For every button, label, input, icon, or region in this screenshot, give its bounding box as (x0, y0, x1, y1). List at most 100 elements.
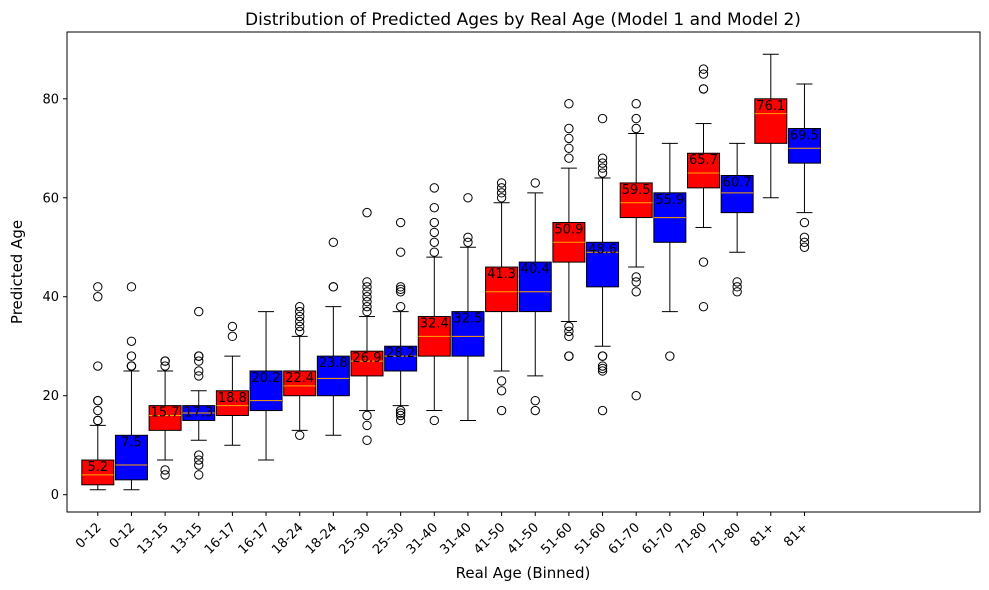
mean-label: 17.3 (184, 406, 213, 421)
box-model-1 (350, 350, 384, 377)
box-model-1 (81, 459, 115, 486)
axes-frame (66, 31, 981, 513)
box-model-1 (754, 98, 788, 144)
box-model-1 (148, 405, 182, 431)
outlier-point (496, 183, 507, 193)
outlier-point (93, 282, 103, 292)
outlier-point (126, 336, 137, 346)
box-model-1 (687, 152, 720, 189)
outlier-point (799, 232, 810, 243)
outlier-point (698, 64, 709, 74)
outlier-point (395, 217, 406, 228)
x-tick-label: 61-70 (639, 520, 676, 557)
box-model-2 (586, 241, 620, 288)
box-model-1 (485, 266, 519, 313)
outlier-point (362, 410, 372, 421)
mean-label: 20.2 (252, 371, 281, 386)
outlier-point (496, 386, 507, 396)
outlier-point (429, 247, 439, 257)
outlier-point (295, 321, 305, 332)
outlier-point (395, 247, 406, 257)
mean-label: 15.7 (151, 406, 180, 421)
outlier-point (362, 292, 372, 302)
outlier-point (665, 351, 675, 361)
outlier-point (395, 410, 406, 421)
mean-label: 22.4 (285, 371, 314, 386)
outlier-point (194, 460, 204, 470)
x-tick-label: 16-17 (236, 520, 273, 557)
outlier-point (160, 470, 170, 480)
x-tick-label: 31-40 (404, 520, 441, 557)
outlier-point (328, 282, 339, 292)
outlier-point (395, 408, 406, 418)
outlier-point (597, 363, 608, 374)
outlier-point (194, 366, 204, 376)
outlier-point (463, 193, 473, 203)
outlier-point (429, 183, 439, 193)
outlier-point (362, 207, 372, 218)
outlier-point (597, 366, 608, 376)
outlier-point (395, 415, 406, 426)
mean-label: 18.8 (218, 391, 247, 406)
outlier-point (362, 420, 372, 431)
outlier-point (126, 282, 137, 292)
y-axis: 0 20 40 60 80 (42, 92, 67, 503)
outlier-point (597, 153, 608, 163)
outlier-point (496, 405, 507, 416)
x-axis-label: Real Age (Binned) (456, 564, 591, 582)
x-tick-label: 81+ (748, 520, 778, 550)
outlier-point (732, 277, 742, 287)
outlier-point (362, 301, 372, 312)
outlier-point (530, 395, 540, 406)
outlier-point (597, 113, 608, 124)
x-tick-label: 25-30 (337, 520, 374, 557)
outlier-point (799, 217, 810, 228)
box-model-2 (518, 261, 552, 313)
outlier-point (597, 361, 608, 371)
outlier-point (429, 415, 439, 426)
outlier-point (429, 202, 439, 213)
outlier-point (194, 371, 204, 381)
outlier-point (631, 113, 641, 124)
outlier-point (698, 69, 709, 79)
box-model-2 (720, 175, 754, 214)
outlier-point (463, 237, 473, 248)
x-tick-label: 18-24 (269, 520, 306, 557)
box-model-2 (114, 434, 148, 481)
outlier-point (597, 168, 608, 178)
mean-label: 5.2 (87, 460, 108, 475)
outlier-point (564, 133, 574, 144)
outlier-point (597, 351, 608, 361)
outlier-point (295, 430, 305, 440)
outlier-point (295, 316, 305, 327)
mean-label: 69.5 (790, 128, 819, 143)
outlier-point (194, 470, 204, 480)
outlier-point (732, 287, 742, 297)
outlier-point (496, 193, 507, 203)
outlier-point (160, 356, 170, 366)
outlier-point (395, 282, 406, 292)
box-model-2 (249, 370, 283, 412)
outlier-point (194, 356, 204, 366)
outlier-point (295, 326, 305, 337)
mean-label: 48.6 (588, 242, 617, 257)
outlier-point (631, 123, 641, 134)
mean-label: 23.8 (319, 356, 348, 371)
outlier-point (564, 331, 574, 342)
outlier-point (93, 395, 103, 406)
mean-label: 32.4 (420, 317, 449, 332)
outlier-point (362, 296, 372, 307)
outlier-point (93, 415, 103, 426)
mean-label: 32.5 (453, 312, 482, 327)
outlier-point (194, 455, 204, 465)
mean-label: 50.9 (554, 223, 583, 238)
outlier-point (631, 272, 641, 282)
chart-title: Distribution of Predicted Ages by Real A… (245, 10, 801, 30)
x-tick-label: 31-40 (437, 520, 474, 557)
outlier-point (429, 227, 439, 238)
outlier-point (160, 465, 170, 475)
x-tick-label: 41-50 (505, 520, 542, 557)
outlier-point (564, 123, 574, 134)
outlier-point (698, 84, 709, 94)
outlier-point (194, 450, 204, 460)
